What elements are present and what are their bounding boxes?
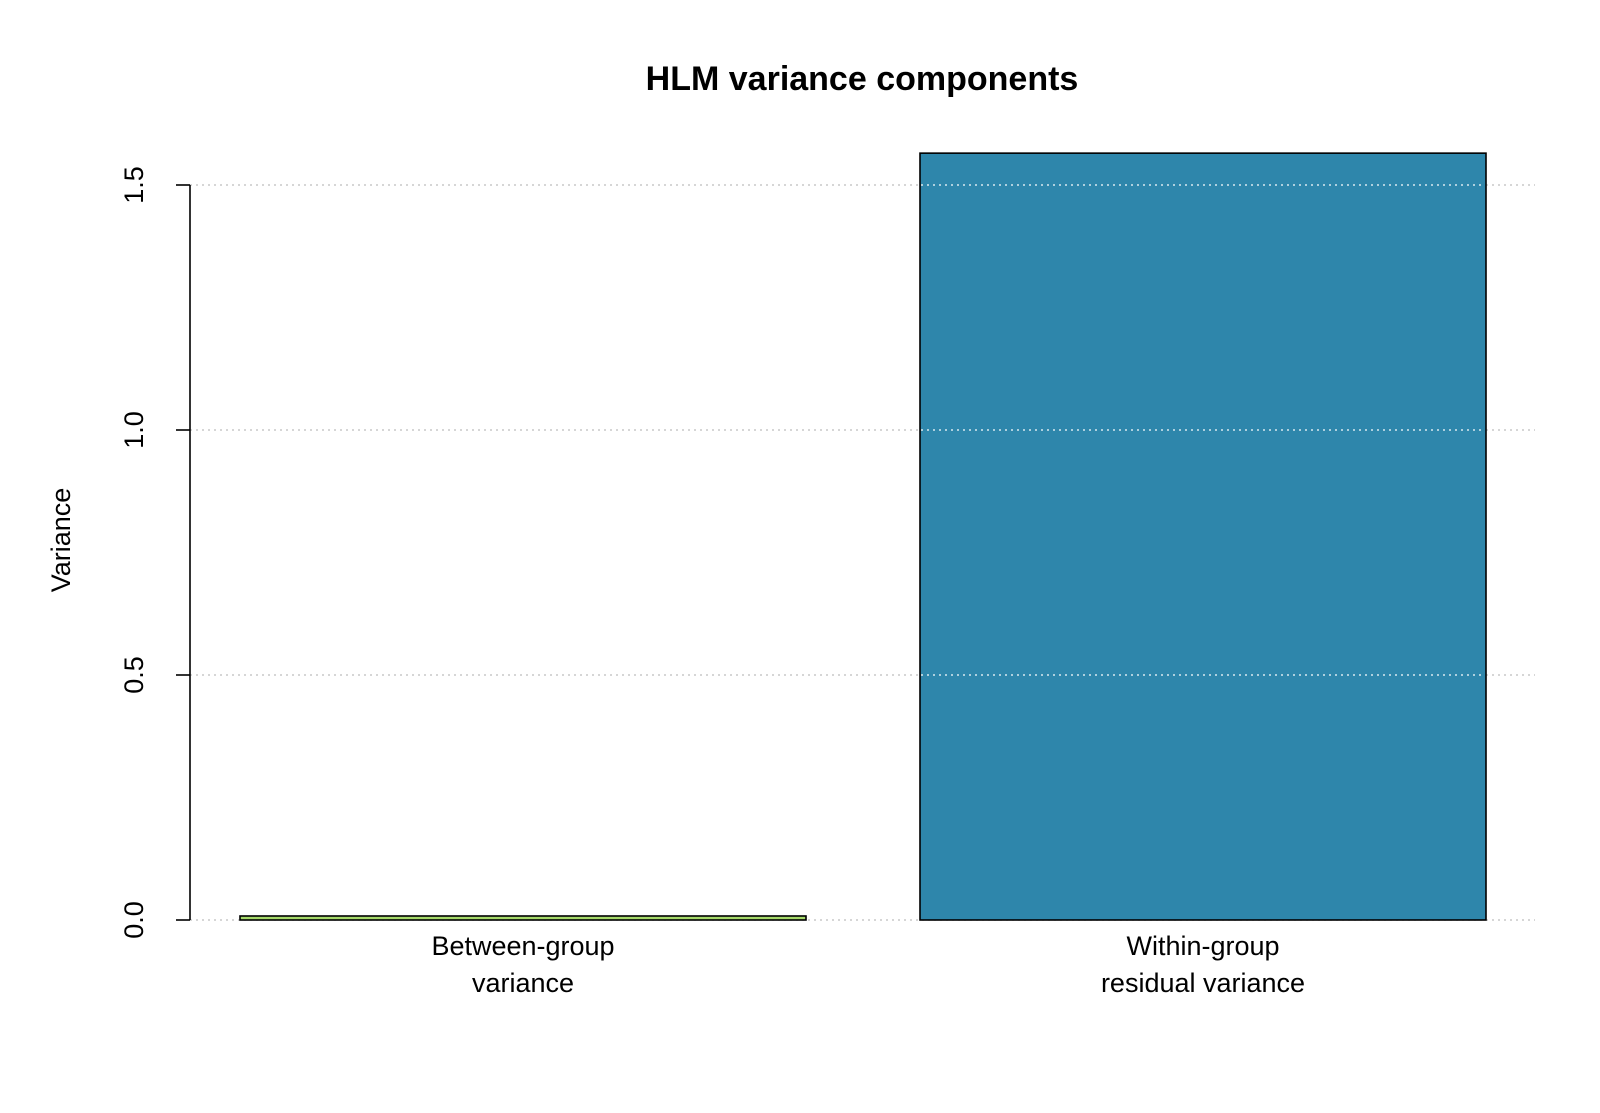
- chart-title: HLM variance components: [646, 60, 1079, 98]
- bar-1: [919, 152, 1487, 921]
- category-label: Between-group: [431, 931, 614, 961]
- category-label: variance: [472, 968, 574, 998]
- y-tick-label: 1.0: [119, 411, 149, 449]
- gridlines: [190, 184, 1535, 921]
- y-tick-label: 0.0: [119, 901, 149, 939]
- y-axis-label: Variance: [46, 488, 76, 593]
- gridlines-overlay: [921, 184, 1485, 676]
- y-tick-label: 0.5: [119, 656, 149, 694]
- bars: [239, 152, 1487, 921]
- y-axis: 0.0 0.5 1.0 1.5: [119, 166, 191, 939]
- y-tick-label: 1.5: [119, 166, 149, 204]
- bar-0: [239, 915, 807, 921]
- category-label: Within-group: [1126, 931, 1279, 961]
- category-labels: Between-group variance Within-group residua…: [431, 931, 1305, 998]
- category-label: residual variance: [1101, 968, 1305, 998]
